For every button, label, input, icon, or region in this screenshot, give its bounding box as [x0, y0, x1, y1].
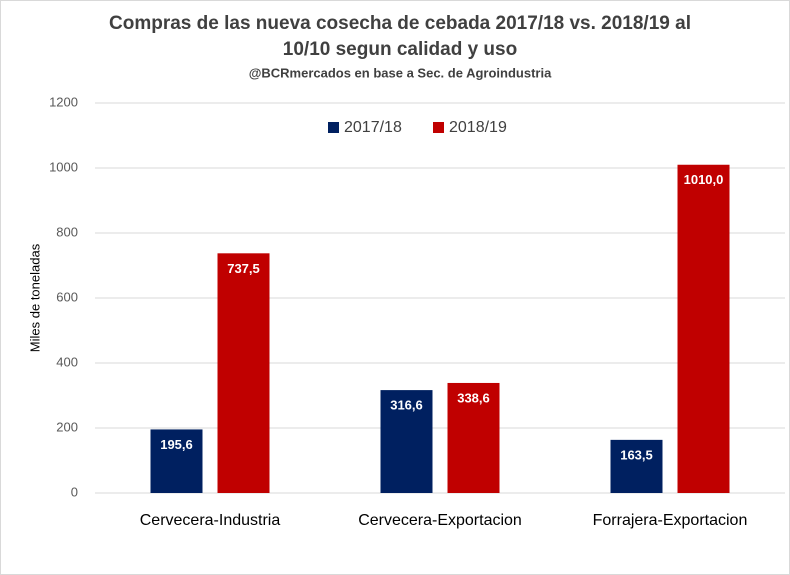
y-tick-label: 800	[56, 224, 78, 239]
bar	[610, 439, 663, 493]
y-axis-label: Miles de toneladas	[27, 243, 42, 352]
x-tick-label: Forrajera-Exportacion	[593, 512, 748, 529]
legend-label: 2018/19	[449, 119, 507, 136]
x-tick-label: Cervecera-Industria	[140, 512, 281, 529]
bar	[380, 390, 433, 493]
bar	[447, 382, 500, 493]
y-tick-label: 1000	[49, 159, 78, 174]
y-tick-label: 1200	[49, 94, 78, 109]
legend-label: 2017/18	[344, 119, 402, 136]
data-label: 316,6	[390, 398, 423, 413]
y-tick-label: 0	[71, 484, 78, 499]
data-label: 737,5	[227, 261, 260, 276]
bar	[150, 429, 203, 493]
legend-swatch	[433, 122, 444, 133]
x-tick-label: Cervecera-Exportacion	[358, 512, 522, 529]
bar	[217, 253, 270, 493]
y-tick-label: 400	[56, 354, 78, 369]
data-label: 195,6	[160, 437, 193, 452]
chart-subtitle: @BCRmercados en base a Sec. de Agroindus…	[249, 65, 552, 80]
data-label: 338,6	[457, 390, 490, 405]
bar	[677, 164, 730, 493]
legend-swatch	[328, 122, 339, 133]
y-tick-label: 600	[56, 289, 78, 304]
data-label: 1010,0	[684, 172, 724, 187]
chart-title: 10/10 segun calidad y uso	[283, 39, 517, 60]
data-label: 163,5	[620, 447, 653, 462]
y-tick-label: 200	[56, 419, 78, 434]
chart-title: Compras de las nueva cosecha de cebada 2…	[109, 13, 691, 34]
